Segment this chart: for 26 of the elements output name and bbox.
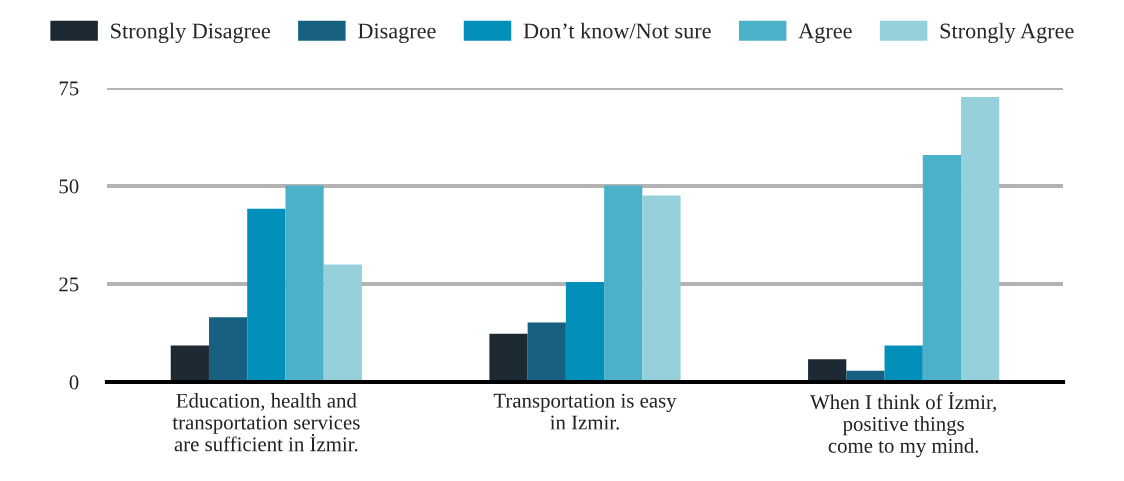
bar [170,345,209,382]
legend-label: Agree [798,23,852,44]
legend-label: Don’t know/Not sure [523,22,711,39]
bar [922,155,962,382]
bar [527,322,566,382]
legend-label: Strongly Agree [940,22,1074,44]
bar [247,208,286,382]
legend-label: Disagree [358,23,436,44]
x-tick-label: Education, health and transportation services are sufficient in İzmir. [172,393,360,452]
y-tick-label: 75 [59,81,79,96]
x-tick-label: When I think of İzmir, positive things come to my mind. [810,391,996,458]
bar [604,185,643,382]
legend-label: Strongly Disagree [111,22,270,44]
y-tick-label: 25 [59,277,79,292]
bar [642,195,681,382]
bar [489,333,528,382]
bar [808,359,847,382]
bar [884,345,923,382]
bar [565,282,605,382]
bar [285,185,324,382]
bar [208,317,248,382]
bar [961,97,1000,382]
y-tick-label: 50 [59,179,79,194]
bar [323,264,362,382]
x-tick-label: Transportation is easy in Izmir. [493,393,677,430]
y-tick-label: 0 [69,375,79,390]
